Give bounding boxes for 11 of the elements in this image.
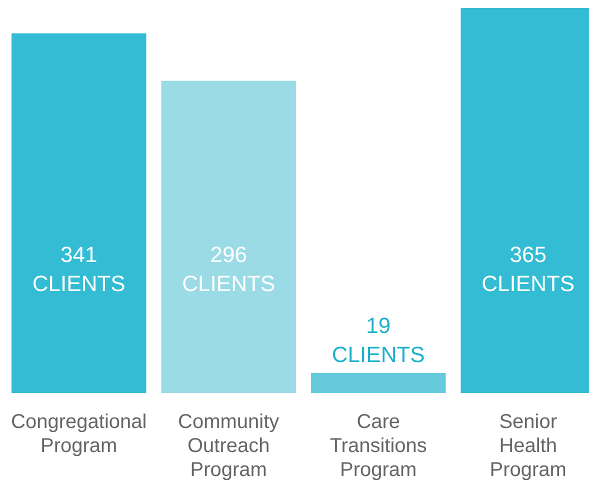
bar — [161, 80, 296, 393]
x-tick-label: Senior Health Program — [490, 411, 566, 481]
x-tick-label: Care Transitions Program — [330, 411, 427, 481]
data-label: 365 CLIENTS — [482, 242, 575, 296]
x-tick-label: Congregational Program — [11, 411, 147, 457]
bar — [11, 33, 146, 393]
data-label: 341 CLIENTS — [32, 242, 126, 296]
bar — [310, 372, 446, 393]
x-tick-label: Community Outreach Program — [178, 411, 280, 481]
data-label: 296 CLIENTS — [182, 242, 276, 296]
data-label: 19 CLIENTS — [332, 312, 425, 367]
